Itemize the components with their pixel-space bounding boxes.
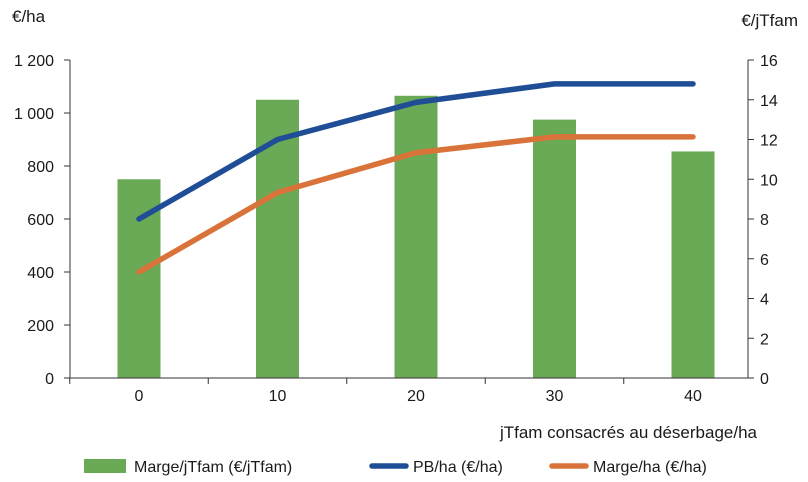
left-tick-label: 600 [27,212,54,229]
lines-group [136,81,696,275]
x-tick-label: 10 [269,388,287,405]
left-tick-label: 0 [45,371,54,388]
right-tick-label: 2 [760,331,769,348]
right-tick-label: 0 [760,371,769,388]
left-tick-label: 1 000 [14,106,54,123]
right-tick-label: 14 [760,93,778,110]
x-tick-label: 30 [546,388,564,405]
x-tick-label: 40 [684,388,702,405]
line-pb-ha [136,81,696,222]
legend-swatch-bar [84,459,126,473]
bars-group [117,95,715,379]
left-tick-label: 200 [27,318,54,335]
right-tick-label: 12 [760,133,778,150]
legend-label: Marge/ha (€/ha) [593,459,707,476]
legend-label: Marge/jTfam (€/jTfam) [134,459,292,476]
right-tick-label: 10 [760,172,778,189]
left-tick-label: 400 [27,265,54,282]
x-tick-label: 0 [135,388,144,405]
x-axis-title: jTfam consacrés au déserbage/ha [499,423,758,442]
right-axis-title: €/jTfam [741,11,798,30]
right-tick-label: 6 [760,252,769,269]
right-tick-label: 16 [760,53,778,70]
left-tick-label: 1 200 [14,53,54,70]
axes-group: 0 200 400 600 800 1 000 1 200 0 2 4 6 8 10 12 14 16 0 10 2… [14,53,778,405]
x-tick-label: 20 [407,388,425,405]
legend: Marge/jTfam (€/jTfam) PB/ha (€/ha) Marge/h… [84,459,707,476]
legend-label: PB/ha (€/ha) [413,459,503,476]
left-axis-title: €/ha [12,7,46,26]
right-tick-label: 4 [760,292,769,309]
left-tick-label: 800 [27,159,54,176]
bar-30 [533,119,576,378]
bar-40 [671,151,715,378]
bar-20 [394,95,438,379]
right-tick-label: 8 [760,212,769,229]
line-marge-ha [136,134,696,275]
